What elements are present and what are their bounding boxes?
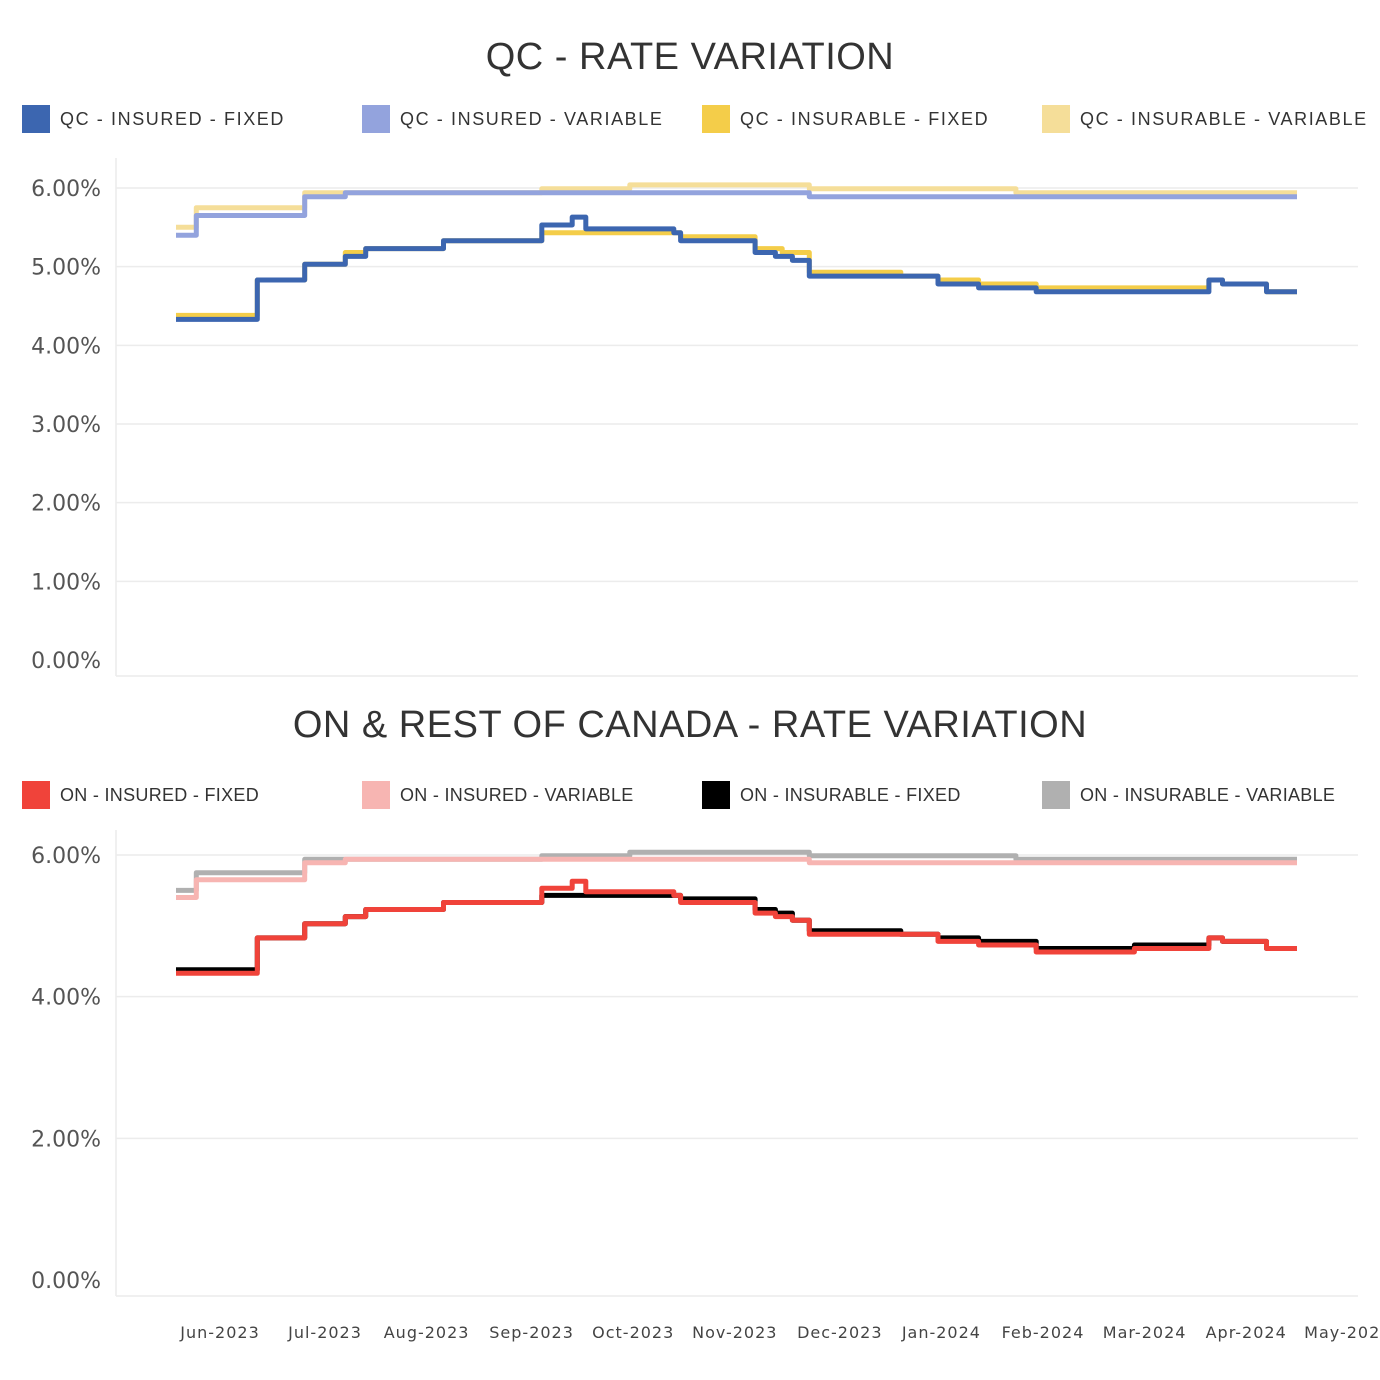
legend-item: QC - INSURED - VARIABLE bbox=[362, 104, 664, 134]
x-tick-label: Oct-2023 bbox=[592, 1323, 674, 1342]
legend-label: ON - INSURABLE - FIXED bbox=[740, 784, 961, 805]
series-line-on-insurable-fixed bbox=[176, 892, 1297, 973]
x-tick-label: Dec-2023 bbox=[797, 1323, 882, 1342]
legend-item: ON - INSURED - VARIABLE bbox=[362, 780, 634, 810]
legend-item: ON - INSURABLE - VARIABLE bbox=[1042, 780, 1335, 810]
y-tick-label: 2.00% bbox=[31, 1127, 101, 1152]
x-tick-label: Mar-2024 bbox=[1103, 1323, 1187, 1342]
y-tick-label: 2.00% bbox=[31, 492, 101, 517]
y-tick-label: 4.00% bbox=[31, 334, 101, 359]
x-tick-label: Aug-2023 bbox=[384, 1323, 470, 1342]
legend-item: QC - INSURABLE - FIXED bbox=[702, 104, 989, 134]
series-line-qc-insured-fixed bbox=[176, 214, 1297, 322]
series-line-qc-insured-variable bbox=[176, 190, 1297, 238]
legend-swatch bbox=[1042, 105, 1070, 133]
series-line-on-insurable-variable bbox=[176, 849, 1297, 893]
x-tick-label: Sep-2023 bbox=[489, 1323, 574, 1342]
legend-label: QC - INSURED - VARIABLE bbox=[400, 108, 664, 129]
legend-item: QC - INSURABLE - VARIABLE bbox=[1042, 104, 1368, 134]
x-tick-label: Jan-2024 bbox=[901, 1323, 981, 1342]
y-tick-label: 6.00% bbox=[31, 177, 101, 202]
y-tick-label: 5.00% bbox=[31, 256, 101, 281]
legend-swatch bbox=[22, 105, 50, 133]
y-tick-label: 0.00% bbox=[31, 1269, 101, 1294]
legend-swatch bbox=[702, 781, 730, 809]
legend-label: QC - INSURED - FIXED bbox=[60, 108, 286, 129]
top-chart-title: QC - RATE VARIATION bbox=[485, 36, 895, 78]
y-tick-label: 4.00% bbox=[31, 986, 101, 1011]
legend-label: ON - INSURED - VARIABLE bbox=[400, 784, 634, 805]
legend-swatch bbox=[22, 781, 50, 809]
x-tick-label: Jun-2023 bbox=[179, 1323, 260, 1342]
top-chart-legend: QC - INSURED - FIXED QC - INSURED - VARI… bbox=[0, 104, 1380, 134]
legend-item: ON - INSURABLE - FIXED bbox=[702, 780, 961, 810]
series-line-on-insured-fixed bbox=[176, 878, 1297, 976]
legend-swatch bbox=[1042, 781, 1070, 809]
legend-label: ON - INSURABLE - VARIABLE bbox=[1080, 784, 1336, 805]
legend-item: ON - INSURED - FIXED bbox=[22, 780, 259, 810]
legend-swatch bbox=[702, 105, 730, 133]
x-tick-label: Apr-2024 bbox=[1206, 1323, 1287, 1342]
bottom-chart-title: ON & REST OF CANADA - RATE VARIATION bbox=[292, 704, 1088, 746]
grid bbox=[115, 158, 1358, 677]
top-chart-plot: 0.00% 1.00% 2.00% 3.00% 4.00% 5.00% 6.00% bbox=[31, 158, 1358, 677]
x-tick-label: Jul-2023 bbox=[287, 1323, 362, 1342]
x-tick-label: May-2024 bbox=[1304, 1323, 1380, 1342]
series-line-on-insured-variable bbox=[176, 856, 1297, 900]
legend-swatch bbox=[362, 781, 390, 809]
legend-label: QC - INSURABLE - FIXED bbox=[740, 108, 990, 129]
x-tick-label: Nov-2023 bbox=[692, 1323, 777, 1342]
y-tick-label: 3.00% bbox=[31, 413, 101, 438]
x-tick-label: Feb-2024 bbox=[1002, 1323, 1085, 1342]
legend-label: QC - INSURABLE - VARIABLE bbox=[1080, 108, 1368, 129]
grid bbox=[115, 830, 1358, 1297]
legend-label: ON - INSURED - FIXED bbox=[60, 784, 260, 805]
y-tick-label: 0.00% bbox=[31, 649, 101, 674]
y-tick-label: 6.00% bbox=[31, 844, 101, 869]
bottom-chart-legend: ON - INSURED - FIXED ON - INSURED - VARI… bbox=[0, 780, 1380, 810]
series-line-qc-insurable-variable bbox=[176, 182, 1297, 230]
y-tick-label: 1.00% bbox=[31, 570, 101, 595]
legend-swatch bbox=[362, 105, 390, 133]
legend-item: QC - INSURED - FIXED bbox=[22, 104, 285, 134]
